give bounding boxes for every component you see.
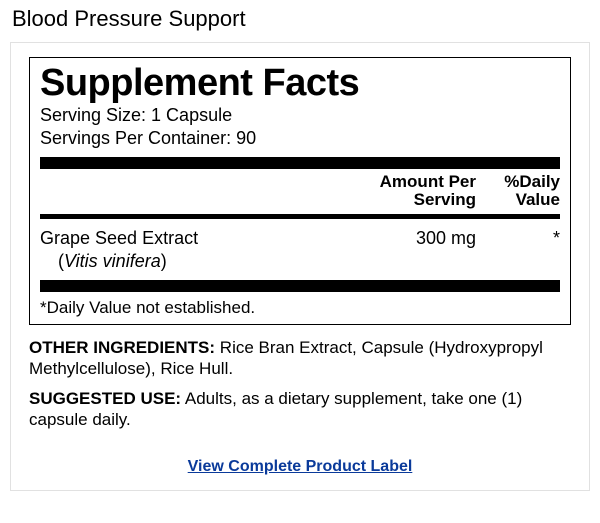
rule-thick-bottom: [40, 280, 560, 292]
below-box: OTHER INGREDIENTS: Rice Bran Extract, Ca…: [29, 337, 571, 430]
ingredient-amount: 300 mg: [352, 227, 482, 250]
col-header-amount: Amount Per Serving: [352, 173, 482, 210]
other-ingredients-label: OTHER INGREDIENTS:: [29, 338, 215, 357]
ingredient-subname: (Vitis vinifera): [40, 250, 352, 273]
link-row: View Complete Product Label: [29, 458, 571, 476]
suggested-use-label: SUGGESTED USE:: [29, 389, 181, 408]
ingredient-dv: *: [482, 227, 560, 250]
column-headers: Amount Per Serving %Daily Value: [40, 173, 560, 210]
ingredient-name-cell: Grape Seed Extract (Vitis vinifera): [40, 227, 352, 272]
dv-footnote: *Daily Value not established.: [40, 296, 560, 320]
view-label-link[interactable]: View Complete Product Label: [188, 458, 413, 476]
other-ingredients-line: OTHER INGREDIENTS: Rice Bran Extract, Ca…: [29, 337, 571, 380]
suggested-use-line: SUGGESTED USE: Adults, as a dietary supp…: [29, 388, 571, 431]
rule-med-header: [40, 214, 560, 219]
col-header-dv: %Daily Value: [482, 173, 560, 210]
facts-panel: Supplement Facts Serving Size: 1 Capsule…: [10, 42, 590, 491]
subname-italic: Vitis vinifera: [64, 251, 161, 271]
supplement-facts-box: Supplement Facts Serving Size: 1 Capsule…: [29, 57, 571, 325]
serving-size: Serving Size: 1 Capsule: [40, 104, 560, 127]
ingredient-name: Grape Seed Extract: [40, 228, 198, 248]
ingredient-row: Grape Seed Extract (Vitis vinifera) 300 …: [40, 223, 560, 274]
subname-close: ): [161, 251, 167, 271]
rule-thick-top: [40, 157, 560, 169]
facts-heading: Supplement Facts: [40, 64, 560, 102]
servings-per-container: Servings Per Container: 90: [40, 127, 560, 150]
product-title: Blood Pressure Support: [12, 6, 590, 32]
page-root: Blood Pressure Support Supplement Facts …: [0, 0, 600, 501]
